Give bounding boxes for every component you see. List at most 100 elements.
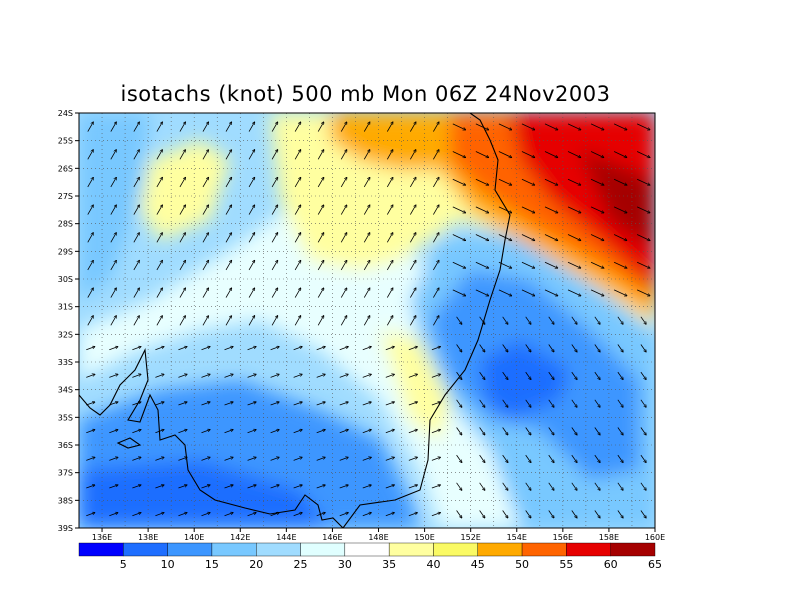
wind-vector — [109, 374, 117, 378]
wind-vector — [521, 234, 535, 241]
wind-vector — [224, 430, 233, 434]
wind-vector — [339, 457, 348, 461]
wind-vector — [521, 123, 535, 130]
wind-vector — [521, 261, 535, 268]
wind-vector — [110, 150, 117, 160]
wind-vector — [502, 371, 508, 379]
colorbar-swatch — [78, 542, 124, 557]
wind-vector — [408, 347, 417, 351]
wind-vector — [525, 371, 531, 379]
wind-vector — [294, 233, 301, 243]
wind-vector — [544, 234, 558, 241]
wind-vector — [431, 513, 440, 517]
wind-vector — [385, 457, 394, 461]
coastline — [79, 113, 511, 528]
wind-vector — [498, 123, 512, 130]
wind-vector — [640, 427, 646, 434]
wind-vector — [270, 430, 279, 434]
wind-vector — [133, 288, 140, 298]
wind-vector — [110, 177, 117, 188]
wind-vector — [433, 316, 439, 326]
lat-lon-grid — [79, 113, 655, 528]
colorbar-swatch — [256, 542, 301, 557]
wind-vector — [179, 150, 186, 160]
wind-vector — [340, 316, 347, 326]
wind-vector — [316, 457, 325, 461]
wind-vector — [86, 347, 94, 351]
wind-vector — [109, 347, 117, 351]
wind-vector — [613, 178, 627, 185]
wind-vector — [640, 399, 646, 407]
wind-vector — [340, 260, 347, 271]
wind-vector — [293, 485, 302, 489]
wind-vector — [271, 205, 278, 215]
wind-vector — [594, 399, 600, 407]
wind-vector — [544, 123, 558, 130]
wind-vector — [452, 206, 466, 213]
wind-vector — [156, 288, 163, 298]
wind-vector — [498, 178, 512, 185]
wind-vector — [178, 513, 186, 517]
wind-vector — [590, 289, 604, 296]
wind-vector — [87, 288, 94, 298]
colorbar-label: 10 — [161, 558, 175, 571]
wind-vector — [594, 454, 600, 462]
wind-vector — [479, 399, 485, 407]
wind-vector — [178, 457, 186, 461]
wind-vector — [270, 485, 279, 489]
wind-vector — [640, 371, 646, 379]
wind-vector — [548, 316, 554, 324]
wind-vector — [293, 402, 302, 406]
wind-vector — [525, 316, 531, 324]
wind-vector — [294, 205, 301, 215]
wind-vector — [225, 288, 232, 298]
wind-vector — [363, 177, 370, 188]
wind-vector — [385, 347, 394, 351]
lon-tick-label: 154E — [507, 533, 527, 542]
wind-vector — [498, 289, 512, 296]
wind-vector — [479, 371, 485, 379]
lon-tick-label: 138E — [138, 533, 158, 542]
wind-vector — [456, 427, 462, 434]
wind-vector — [339, 374, 348, 378]
colorbar-swatch — [211, 542, 257, 557]
wind-vector — [155, 485, 163, 489]
wind-vector — [178, 485, 186, 489]
wind-vector — [433, 150, 439, 160]
wind-vector — [339, 430, 348, 434]
wind-vector — [521, 178, 535, 185]
wind-vector — [293, 513, 302, 517]
lon-tick-label: 158E — [599, 533, 619, 542]
wind-vector — [433, 177, 439, 188]
wind-vector — [475, 151, 489, 158]
wind-vector — [590, 206, 604, 213]
wind-vector — [452, 178, 466, 185]
wind-vector — [340, 177, 347, 188]
wind-vector — [456, 316, 462, 324]
wind-vector — [409, 205, 416, 215]
wind-vector — [385, 485, 394, 489]
lat-tick-label: 24S — [58, 109, 73, 118]
wind-vector — [502, 399, 508, 407]
wind-vector — [293, 374, 302, 378]
wind-vector — [452, 234, 466, 241]
wind-vector — [433, 233, 439, 243]
wind-vector — [248, 177, 255, 188]
wind-vector — [133, 316, 140, 326]
latitude-axis: 24S 25S 26S 27S 28S 29S 30S 31S 32S 33S 34S 35S 36S 3… — [58, 109, 79, 533]
wind-vector — [408, 485, 417, 489]
wind-vector — [502, 344, 508, 351]
wind-vector — [132, 485, 140, 489]
wind-vector — [225, 316, 232, 326]
wind-vector — [202, 122, 209, 132]
wind-vector — [640, 510, 646, 517]
lon-tick-label: 136E — [92, 533, 112, 542]
wind-vector — [590, 123, 604, 130]
wind-vector — [409, 233, 416, 243]
wind-vector — [362, 374, 371, 378]
wind-vector — [475, 206, 489, 213]
wind-vector — [247, 347, 256, 351]
wind-vector — [409, 177, 416, 188]
wind-vector — [571, 510, 577, 517]
wind-vector — [202, 233, 209, 243]
